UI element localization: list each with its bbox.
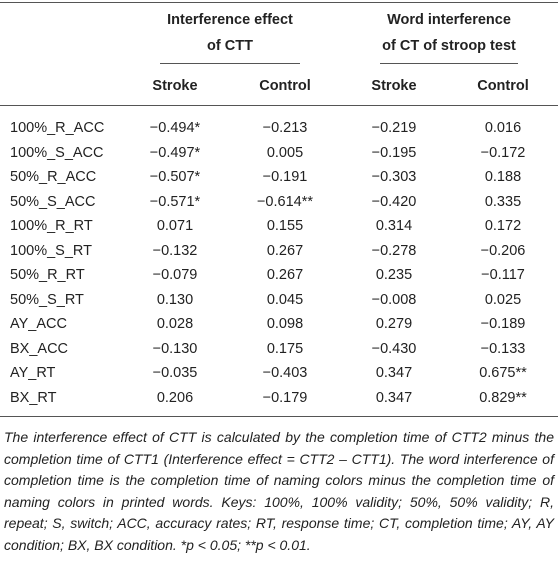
- row-label: AY_RT: [10, 365, 56, 382]
- table-cell: −0.278: [371, 242, 417, 259]
- table-cell: 0.206: [120, 385, 230, 417]
- empty-cell: [0, 3, 120, 68]
- table-cell: −0.614**: [256, 193, 314, 210]
- table-cell: 0.045: [266, 291, 304, 308]
- table-cell: −0.507*: [149, 169, 201, 186]
- table-cell: 0.235: [375, 267, 413, 284]
- table-row: AY_RT −0.035 −0.403 0.347 0.675**: [0, 361, 558, 386]
- table-cell: −0.303: [371, 169, 417, 186]
- table-cell: −0.132: [152, 242, 198, 259]
- table-cell: −0.191: [262, 169, 308, 186]
- table-cell: 0.267: [266, 242, 304, 259]
- table-cell: 0.016: [484, 120, 522, 137]
- table-cell: 0.175: [266, 340, 304, 357]
- table-cell: 0.130: [156, 291, 194, 308]
- row-label: 100%_S_RT: [10, 242, 92, 259]
- table-cell: −0.179: [230, 385, 340, 417]
- table-cell: −0.117: [481, 267, 525, 284]
- table-row: 100%_S_ACC −0.497* 0.005 −0.195 −0.172: [0, 141, 558, 166]
- table-cell: −0.206: [480, 242, 526, 259]
- row-label: 100%_R_ACC: [10, 120, 105, 137]
- table-row: 50%_R_RT −0.079 0.267 0.235 −0.117: [0, 263, 558, 288]
- table-cell: 0.314: [375, 218, 413, 235]
- table-row: AY_ACC 0.028 0.098 0.279 −0.189: [0, 312, 558, 337]
- row-label: 100%_S_ACC: [10, 144, 104, 161]
- table-row: 50%_S_RT 0.130 0.045 −0.008 0.025: [0, 288, 558, 313]
- row-label: BX_ACC: [10, 340, 69, 357]
- group-header-row: Interference effect of CTT Word interfer…: [0, 3, 558, 68]
- table-row: 50%_R_ACC −0.507* −0.191 −0.303 0.188: [0, 165, 558, 190]
- table-cell: 0.267: [266, 267, 304, 284]
- table-cell: −0.195: [371, 144, 417, 161]
- table-cell: 0.335: [484, 193, 522, 210]
- table-cell: −0.497*: [149, 144, 201, 161]
- subheader: Control: [230, 67, 340, 106]
- row-label: 50%_S_RT: [10, 291, 84, 308]
- table-cell: −0.172: [480, 144, 526, 161]
- table-row: BX_RT 0.206 −0.179 0.347 0.829**: [0, 385, 558, 417]
- subheader: Stroke: [120, 67, 230, 106]
- table-cell: −0.430: [371, 340, 417, 357]
- subheader-row: Stroke Control Stroke Control: [0, 67, 558, 106]
- table-row: 50%_S_ACC −0.571* −0.614** −0.420 0.335: [0, 190, 558, 215]
- table-cell: −0.571*: [149, 193, 201, 210]
- table-body: 100%_R_ACC −0.494* −0.213 −0.219 0.016 100%_S…: [0, 106, 558, 417]
- row-label: 50%_R_ACC: [10, 169, 97, 186]
- table-cell: −0.403: [262, 365, 308, 382]
- table-cell: −0.189: [480, 316, 526, 333]
- table-cell: 0.829**: [448, 385, 558, 417]
- row-label: 100%_R_RT: [10, 218, 93, 235]
- data-table: Interference effect of CTT Word interfer…: [0, 2, 558, 417]
- table-cell: 0.279: [375, 316, 413, 333]
- table-row: 100%_R_ACC −0.494* −0.213 −0.219 0.016: [0, 106, 558, 141]
- table-cell: −0.219: [371, 120, 417, 137]
- table-cell: 0.155: [266, 218, 304, 235]
- group-header-text: Word interference of CT of stroop test: [380, 7, 518, 64]
- table-row: 100%_R_RT 0.071 0.155 0.314 0.172: [0, 214, 558, 239]
- table-cell: −0.008: [371, 291, 417, 308]
- row-label: AY_ACC: [10, 316, 67, 333]
- table-row: 100%_S_RT −0.132 0.267 −0.278 −0.206: [0, 239, 558, 264]
- table-cell: 0.071: [156, 218, 194, 235]
- table-cell: 0.675**: [479, 365, 527, 382]
- table-note: The interference effect of CTT is calcul…: [4, 429, 554, 553]
- subheader: Control: [448, 67, 558, 106]
- table-cell: −0.213: [262, 120, 308, 137]
- table-cell: −0.420: [371, 193, 417, 210]
- group-header: Word interference of CT of stroop test: [340, 3, 558, 68]
- table-cell: 0.098: [266, 316, 304, 333]
- table-cell: 0.188: [484, 169, 522, 186]
- table-cell: −0.494*: [149, 120, 201, 137]
- table-cell: −0.130: [152, 340, 198, 357]
- group-header: Interference effect of CTT: [120, 3, 340, 68]
- table-cell: −0.079: [152, 267, 198, 284]
- row-label: 50%_R_RT: [10, 267, 85, 284]
- table-cell: 0.028: [156, 316, 194, 333]
- table-cell: 0.005: [266, 144, 304, 161]
- table-cell: 0.025: [484, 291, 522, 308]
- table-cell: −0.133: [480, 340, 526, 357]
- table-cell: 0.172: [484, 218, 522, 235]
- group-header-text: Interference effect of CTT: [160, 7, 300, 64]
- empty-cell: [0, 67, 120, 106]
- row-label: BX_RT: [0, 385, 120, 417]
- row-label: 50%_S_ACC: [10, 193, 96, 210]
- table-cell: −0.035: [152, 365, 198, 382]
- table-cell: 0.347: [340, 385, 448, 417]
- table-cell: 0.347: [375, 365, 413, 382]
- subheader: Stroke: [340, 67, 448, 106]
- table-row: BX_ACC −0.130 0.175 −0.430 −0.133: [0, 337, 558, 362]
